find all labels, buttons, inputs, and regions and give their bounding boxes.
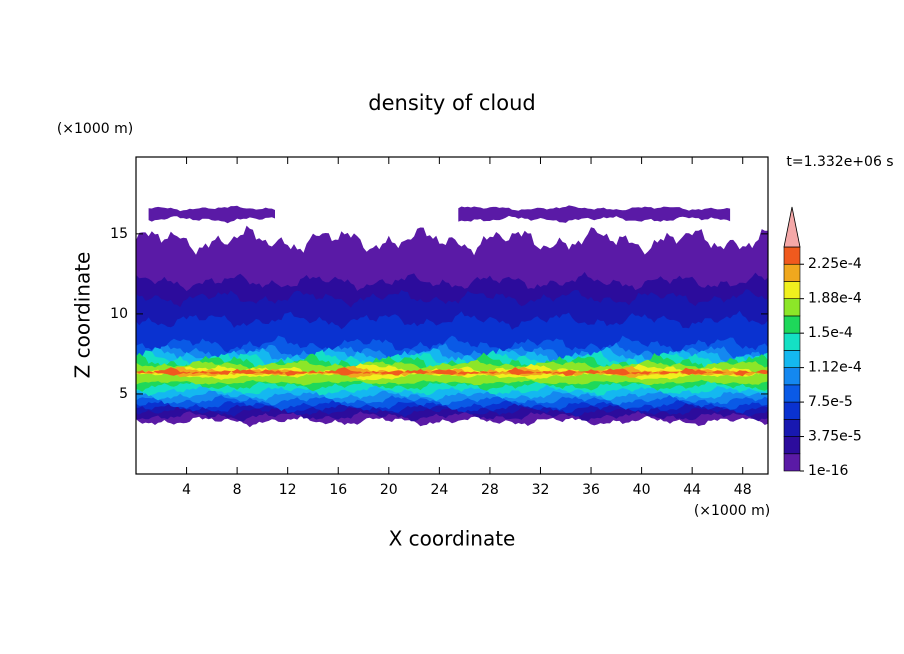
- y-tick-label: 15: [110, 226, 128, 242]
- colorbar-label: 2.25e-4: [808, 256, 862, 272]
- x-tick-label: 4: [182, 482, 191, 498]
- x-tick-label: 24: [430, 482, 448, 498]
- colorbar-swatch: [783, 350, 801, 368]
- colorbar-label: 1e-16: [808, 463, 848, 479]
- colorbar-label: 3.75e-5: [808, 429, 862, 445]
- colorbar-swatch: [783, 298, 801, 317]
- colorbar-swatch: [783, 384, 801, 403]
- colorbar-swatch: [783, 281, 801, 299]
- y-unit: (×1000 m): [57, 121, 133, 137]
- x-tick-label: 28: [481, 482, 499, 498]
- colorbar-swatch: [783, 263, 801, 282]
- colorbar-swatch: [783, 401, 801, 420]
- colorbar-label: 7.5e-5: [808, 394, 853, 410]
- colorbar-label: 1.12e-4: [808, 360, 862, 376]
- x-tick-label: 8: [233, 482, 242, 498]
- colorbar-swatch: [783, 419, 801, 437]
- colorbar-swatch: [783, 436, 801, 455]
- x-axis-title: X coordinate: [389, 527, 516, 551]
- x-tick-label: 32: [532, 482, 550, 498]
- contour-band: [458, 205, 731, 223]
- x-tick-label: 12: [279, 482, 297, 498]
- x-tick-label: 36: [582, 482, 600, 498]
- x-tick-label: 40: [633, 482, 651, 498]
- contour-field: [136, 205, 768, 428]
- x-unit: (×1000 m): [694, 503, 770, 519]
- colorbar-swatch: [783, 332, 801, 351]
- plot-frame: [135, 156, 769, 475]
- y-axis-title: Z coordinate: [71, 252, 95, 379]
- colorbar-swatch: [783, 367, 801, 386]
- contour-band: [148, 205, 275, 224]
- y-tick-label: 10: [110, 306, 128, 322]
- x-tick-label: 20: [380, 482, 398, 498]
- time-annotation: t=1.332e+06 s: [786, 154, 893, 170]
- x-tick-label: 48: [734, 482, 752, 498]
- y-tick-label: 5: [119, 386, 128, 402]
- contour-band: [136, 367, 768, 377]
- chart-title: density of cloud: [368, 91, 535, 115]
- colorbar-label: 1.88e-4: [808, 291, 862, 307]
- colorbar-swatch: [783, 315, 801, 334]
- colorbar-swatch: [783, 246, 801, 265]
- colorbar-label: 1.5e-4: [808, 325, 853, 341]
- x-tick-label: 44: [683, 482, 701, 498]
- colorbar-swatch: [783, 453, 801, 472]
- x-tick-label: 16: [329, 482, 347, 498]
- colorbar-extend: [783, 206, 801, 248]
